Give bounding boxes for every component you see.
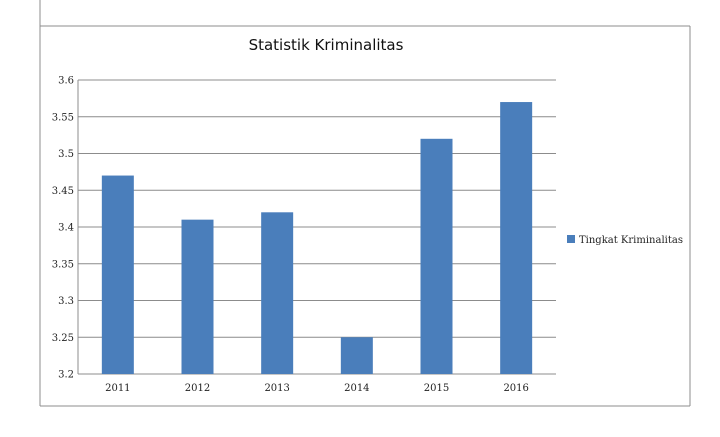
gridlines — [77, 79, 556, 375]
bar — [420, 138, 453, 374]
x-tick-label: 2014 — [344, 383, 369, 394]
y-tick-label: 3.25 — [52, 333, 74, 344]
bar — [181, 219, 214, 374]
x-tick-label: 2011 — [105, 383, 130, 394]
bars — [101, 102, 533, 375]
y-tick-label: 3.45 — [52, 186, 74, 197]
y-tick-label: 3.5 — [58, 149, 74, 160]
bar — [340, 337, 373, 374]
x-tick-label: 2016 — [503, 383, 528, 394]
legend-label: Tingkat Kriminalitas — [579, 235, 683, 246]
y-axis-tick-labels: 3.2 3.25 3.3 3.35 3.4 3.45 3.5 3.55 3.6 — [52, 76, 74, 381]
x-tick-label: 2015 — [424, 383, 449, 394]
bar — [261, 212, 294, 374]
y-tick-label: 3.55 — [52, 112, 74, 123]
legend: Tingkat Kriminalitas — [567, 235, 683, 246]
chart-frame — [39, 0, 691, 407]
y-tick-label: 3.4 — [58, 223, 74, 234]
y-tick-label: 3.2 — [58, 370, 74, 381]
chart-title: Statistik Kriminalitas — [249, 36, 404, 54]
legend-swatch — [567, 235, 575, 243]
x-tick-label: 2013 — [264, 383, 289, 394]
x-axis-tick-labels: 2011 2012 2013 2014 2015 2016 — [105, 383, 529, 394]
y-tick-label: 3.35 — [52, 259, 74, 270]
x-tick-label: 2012 — [185, 383, 210, 394]
y-tick-label: 3.6 — [58, 76, 74, 87]
bar — [500, 102, 533, 375]
y-tick-label: 3.3 — [58, 296, 74, 307]
bar — [101, 175, 134, 374]
